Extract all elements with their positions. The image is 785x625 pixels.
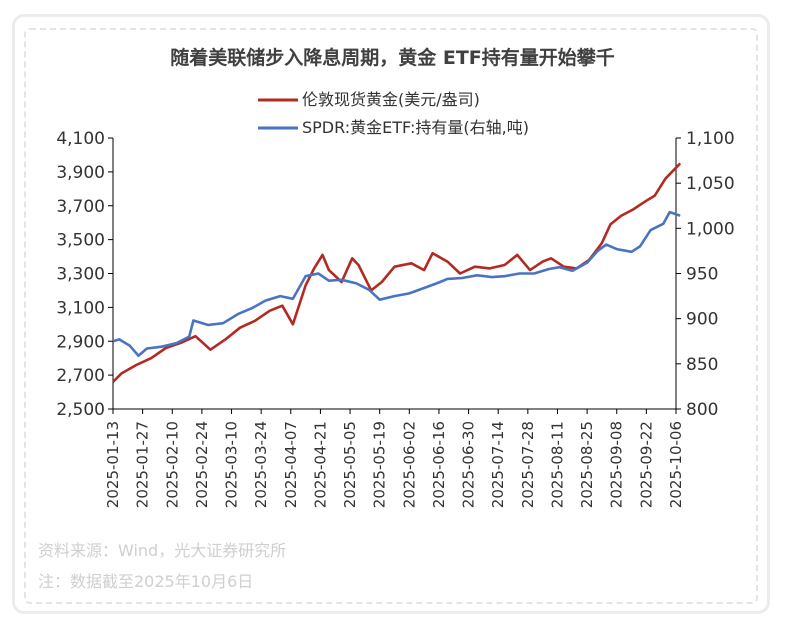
- left-tick-label: 2,700: [56, 366, 105, 386]
- right-tick-label: 1,000: [686, 219, 735, 239]
- x-tick-label: 2025-03-10: [223, 421, 241, 508]
- left-tick-label: 3,900: [56, 163, 105, 183]
- right-tick-label: 850: [686, 355, 718, 375]
- x-tick-label: 2025-01-27: [134, 421, 152, 508]
- x-tick-label: 2025-07-14: [489, 421, 507, 508]
- left-tick-label: 2,500: [56, 400, 105, 420]
- x-tick-label: 2025-05-05: [341, 421, 359, 508]
- x-tick-label: 2025-09-22: [637, 421, 655, 508]
- x-tick-label: 2025-03-24: [252, 421, 270, 508]
- x-tick-label: 2025-06-02: [400, 421, 418, 508]
- x-tick-label: 2025-07-28: [519, 421, 537, 508]
- x-tick-label: 2025-01-13: [104, 421, 122, 508]
- axes: 2,500 2,700 2,900 3,100 3,300 3,500 3,700 3,900…: [56, 129, 734, 508]
- x-tick-label: 2025-06-30: [460, 421, 478, 508]
- x-tick-label: 2025-02-24: [193, 421, 211, 508]
- right-tick-label: 1,100: [686, 129, 735, 149]
- left-tick-label: 4,100: [56, 129, 105, 149]
- right-tick-label: 1,050: [686, 174, 735, 194]
- spdr-holdings-line: [112, 210, 681, 358]
- x-tick-label: 2025-10-06: [667, 421, 685, 508]
- legend-label-gold: 伦敦现货黄金(美元/盎司): [302, 90, 480, 109]
- legend-label-spdr: SPDR:黄金ETF:持有量(右轴,吨): [302, 118, 529, 137]
- left-tick-label: 3,100: [56, 298, 105, 318]
- gold-price-line: [112, 162, 682, 383]
- legend: 伦敦现货黄金(美元/盎司) SPDR:黄金ETF:持有量(右轴,吨): [258, 90, 529, 137]
- x-tick-label: 2025-04-21: [311, 421, 329, 508]
- left-tick-label: 2,900: [56, 332, 105, 352]
- x-tick-label: 2025-02-10: [163, 421, 181, 508]
- card-inner-frame: [24, 28, 758, 604]
- x-tick-label: 2025-09-08: [608, 421, 626, 508]
- left-tick-label: 3,700: [56, 197, 105, 217]
- card-frame: [12, 14, 770, 614]
- right-tick-label: 950: [686, 265, 718, 285]
- left-tick-label: 3,500: [56, 231, 105, 251]
- x-tick-label: 2025-08-25: [578, 421, 596, 508]
- right-tick-label: 800: [686, 400, 718, 420]
- x-tick-label: 2025-08-11: [548, 421, 566, 508]
- footnote: 注：数据截至2025年10月6日: [38, 572, 254, 591]
- chart-title: 随着美联储步入降息周期，黄金 ETF持有量开始攀千: [170, 47, 615, 69]
- x-tick-label: 2025-04-07: [282, 421, 300, 508]
- x-tick-label: 2025-05-19: [371, 421, 389, 508]
- left-tick-label: 3,300: [56, 265, 105, 285]
- right-tick-label: 900: [686, 310, 718, 330]
- x-tick-label: 2025-06-16: [430, 421, 448, 508]
- series-layer: [112, 162, 682, 383]
- source-note: 资料来源：Wind，光大证券研究所: [38, 541, 287, 560]
